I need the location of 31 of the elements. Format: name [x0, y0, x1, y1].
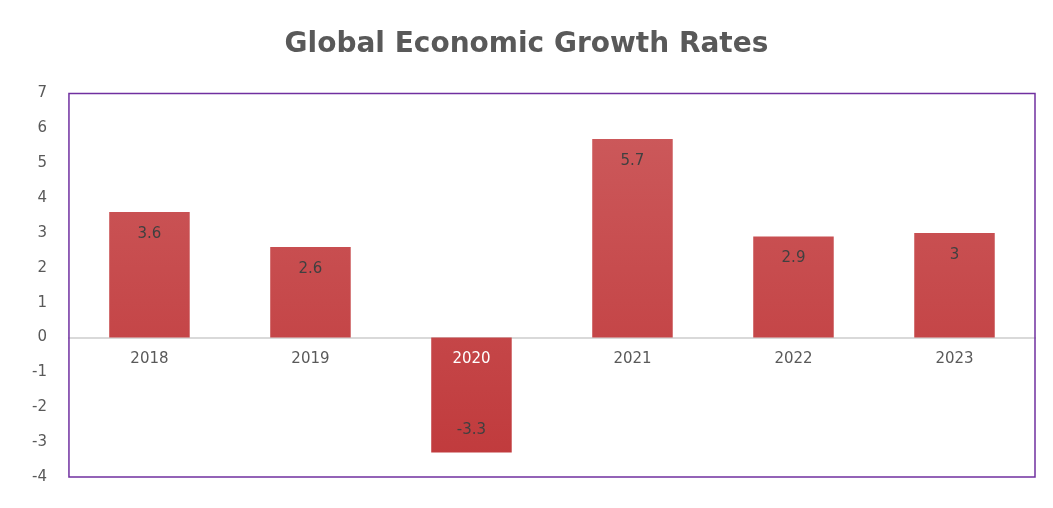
bar: [914, 233, 995, 338]
bar: [592, 138, 673, 338]
y-tick-label: -4: [31, 466, 47, 485]
x-tick-label: 2021: [613, 349, 652, 368]
y-tick-label: 6: [37, 118, 47, 137]
data-label: 3.6: [137, 224, 162, 242]
y-tick-label: 4: [37, 188, 47, 207]
y-tick-label: 0: [37, 327, 47, 346]
y-tick-label: -2: [31, 397, 47, 416]
x-tick-label: 2022: [774, 349, 813, 368]
data-label: -3.3: [456, 420, 487, 439]
x-tick-label: 2019: [291, 349, 330, 368]
bar: [753, 236, 834, 338]
data-label: 3: [949, 244, 960, 263]
x-tick-label: 2023: [935, 349, 974, 368]
data-label: 5.7: [620, 150, 645, 169]
y-tick-label: 5: [37, 153, 47, 172]
bar: [109, 212, 190, 338]
data-label: 2.9: [781, 248, 806, 267]
bar: [431, 337, 512, 453]
y-tick-label: 2: [37, 257, 47, 276]
y-tick-label: -1: [31, 362, 47, 381]
y-tick-label: 3: [37, 222, 47, 241]
y-tick-label: 1: [37, 292, 47, 311]
bar: [270, 246, 351, 338]
y-tick-label: -3: [31, 432, 47, 451]
chart-title: Global Economic Growth Rates: [284, 26, 769, 60]
y-tick-label: 7: [37, 83, 47, 102]
x-tick-label: 2018: [130, 349, 169, 368]
x-tick-label: 2020: [452, 349, 491, 368]
data-label: 2.6: [298, 258, 323, 277]
